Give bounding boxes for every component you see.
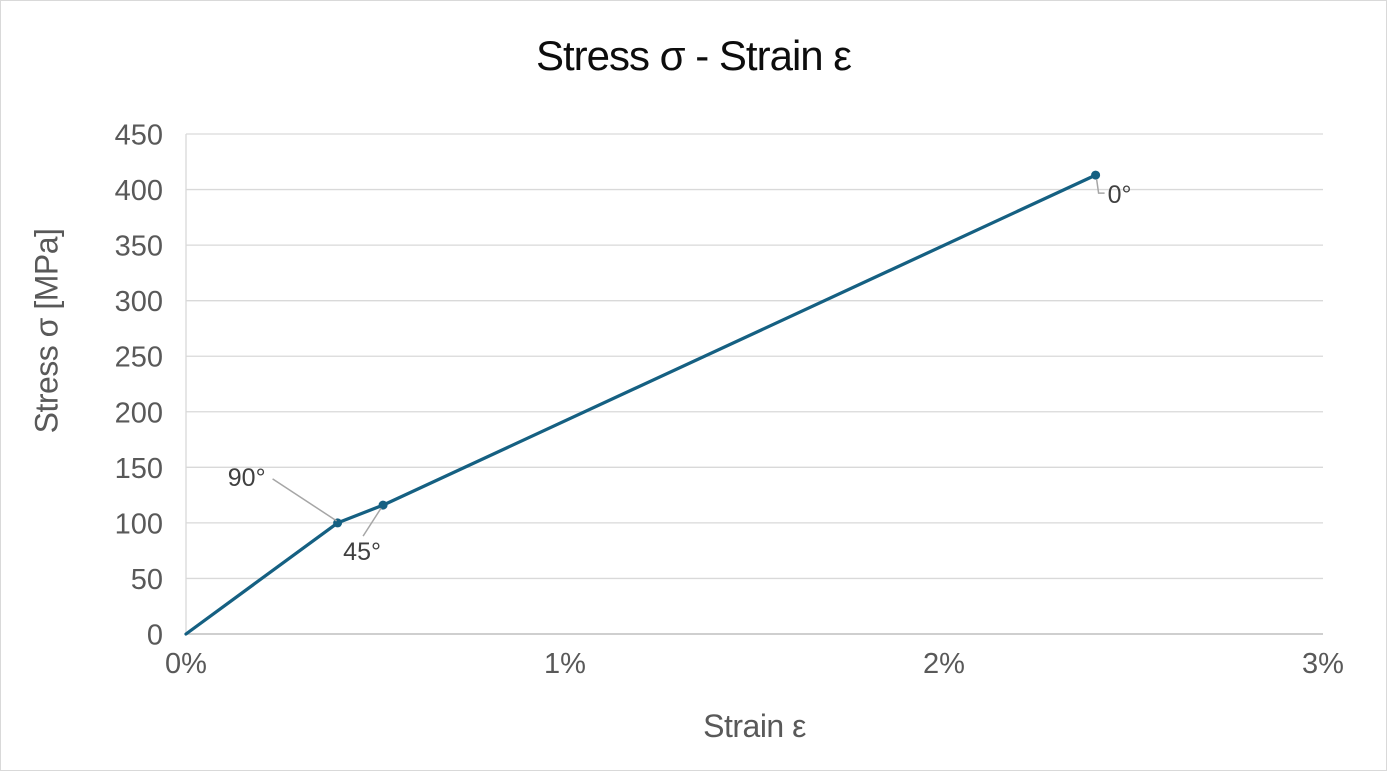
y-tick-label: 300 [115,286,163,318]
data-label: 90° [228,464,266,492]
data-point-marker [1091,170,1101,180]
x-tick-label: 1% [544,648,586,680]
x-axis-title: Strain ε [703,708,806,744]
y-tick-label: 350 [115,231,163,263]
chart-title: Stress σ - Strain ε [535,32,852,79]
y-tick-label: 450 [115,120,163,152]
x-tick-label: 2% [923,648,965,680]
y-tick-label: 400 [115,175,163,207]
x-tick-label: 3% [1302,648,1344,680]
y-tick-label: 50 [131,564,163,596]
y-tick-label: 250 [115,342,163,374]
y-tick-label: 0 [147,620,163,652]
leader-line [362,507,382,537]
leader-line [272,478,338,522]
y-tick-label: 150 [115,453,163,485]
data-point-marker [378,500,388,510]
series-line [184,173,1098,636]
y-tick-label: 100 [115,508,163,540]
y-tick-label: 200 [115,397,163,429]
data-label: 45° [343,538,381,566]
x-tick-label: 0% [165,648,207,680]
data-label: 0° [1108,181,1132,209]
leader-line [1095,179,1105,194]
